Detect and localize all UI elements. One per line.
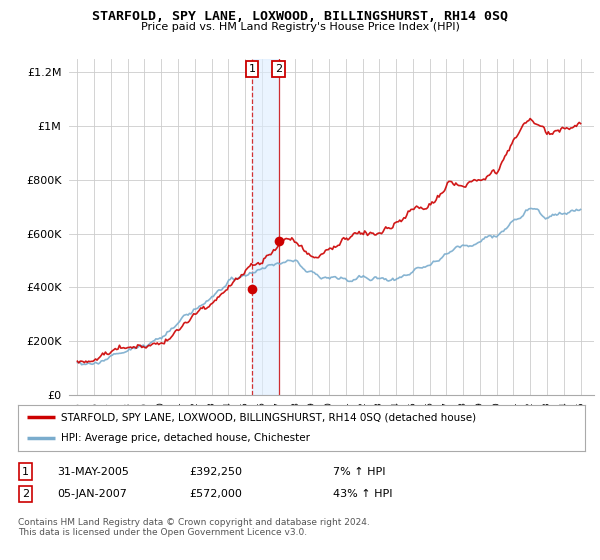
Text: 7% ↑ HPI: 7% ↑ HPI bbox=[333, 466, 386, 477]
Text: £572,000: £572,000 bbox=[189, 489, 242, 499]
Text: Contains HM Land Registry data © Crown copyright and database right 2024.
This d: Contains HM Land Registry data © Crown c… bbox=[18, 518, 370, 538]
Text: 43% ↑ HPI: 43% ↑ HPI bbox=[333, 489, 392, 499]
Bar bbox=[252, 59, 279, 395]
Text: 31-MAY-2005: 31-MAY-2005 bbox=[57, 466, 129, 477]
Text: 1: 1 bbox=[248, 64, 256, 74]
Text: £392,250: £392,250 bbox=[189, 466, 242, 477]
Text: HPI: Average price, detached house, Chichester: HPI: Average price, detached house, Chic… bbox=[61, 433, 310, 444]
Text: STARFOLD, SPY LANE, LOXWOOD, BILLINGSHURST, RH14 0SQ: STARFOLD, SPY LANE, LOXWOOD, BILLINGSHUR… bbox=[92, 10, 508, 23]
Text: 05-JAN-2007: 05-JAN-2007 bbox=[57, 489, 127, 499]
Text: 2: 2 bbox=[22, 489, 29, 499]
Text: Price paid vs. HM Land Registry's House Price Index (HPI): Price paid vs. HM Land Registry's House … bbox=[140, 22, 460, 32]
Text: 1: 1 bbox=[22, 466, 29, 477]
Text: 2: 2 bbox=[275, 64, 283, 74]
Text: STARFOLD, SPY LANE, LOXWOOD, BILLINGSHURST, RH14 0SQ (detached house): STARFOLD, SPY LANE, LOXWOOD, BILLINGSHUR… bbox=[61, 412, 476, 422]
